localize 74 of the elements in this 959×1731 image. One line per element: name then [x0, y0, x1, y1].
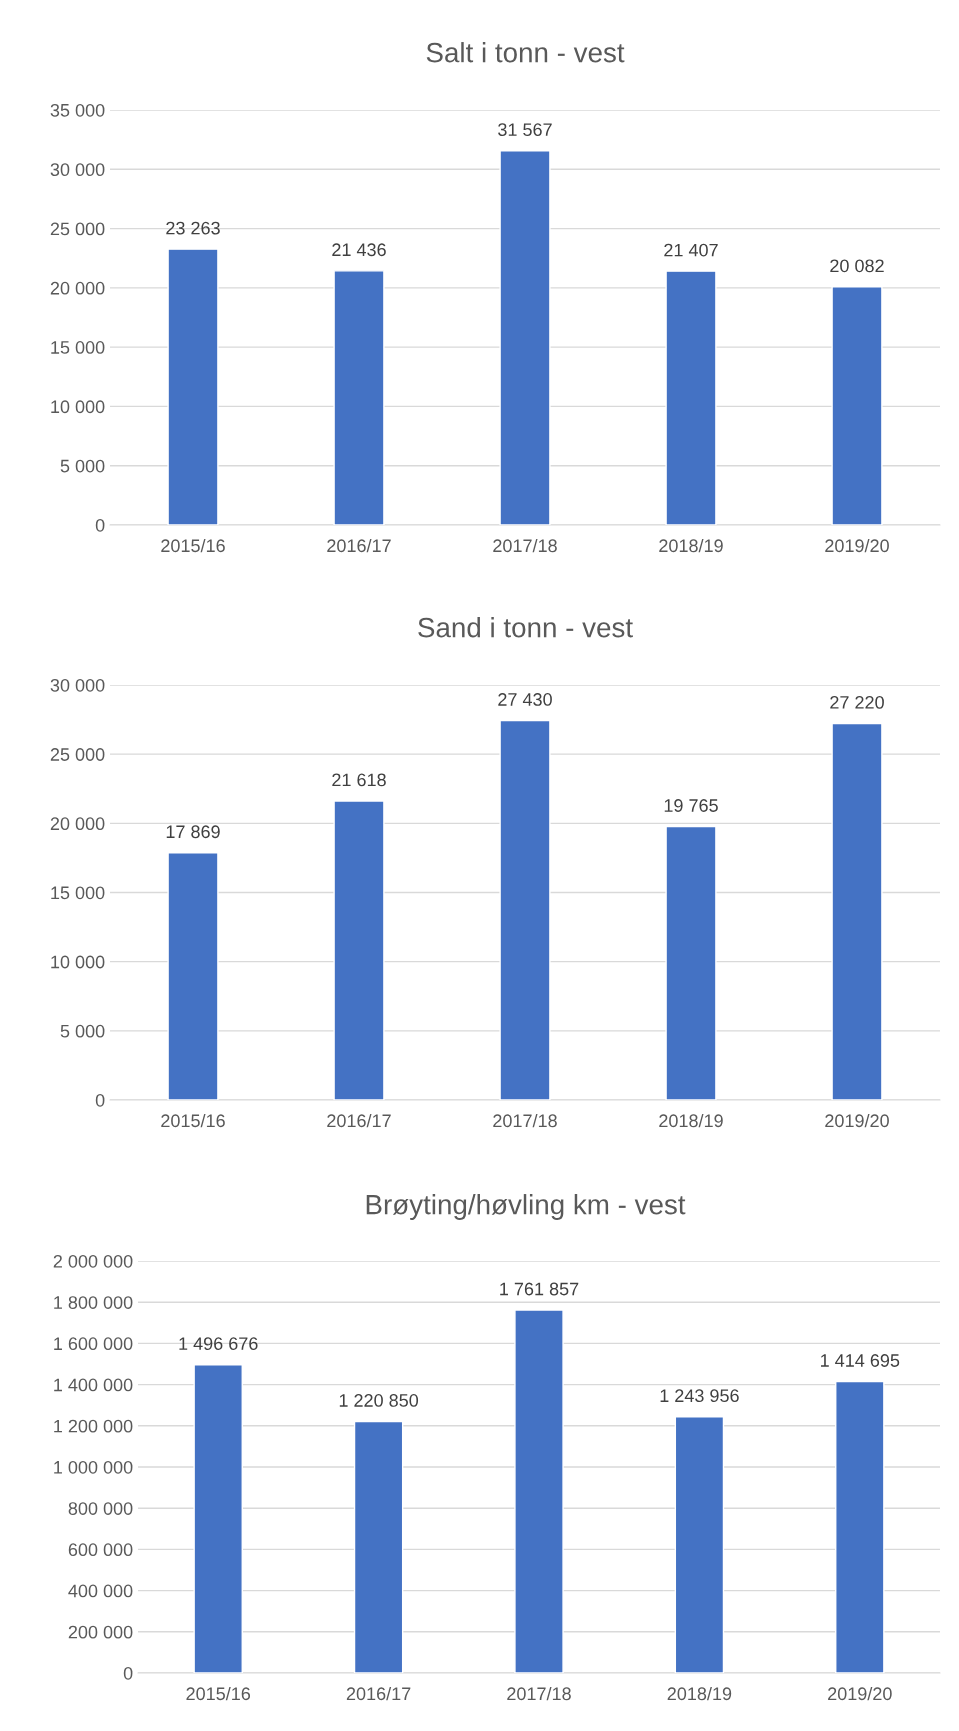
x-tick-label: 2016/17 [327, 1113, 391, 1128]
chart-title: Salt i tonn - vest [426, 42, 625, 63]
data-label: 21 436 [332, 243, 386, 257]
data-label: 27 220 [830, 695, 884, 709]
bar [167, 852, 219, 1100]
y-tick-label: 5 000 [60, 1024, 105, 1038]
data-label: 1 761 857 [500, 1282, 579, 1296]
data-label: 1 496 676 [179, 1337, 258, 1350]
bar [674, 1416, 725, 1673]
y-tick-label: 800 000 [68, 1502, 133, 1515]
data-label: 21 407 [664, 243, 718, 257]
y-tick-label: 30 000 [50, 678, 105, 692]
y-tick-label: 30 000 [50, 163, 105, 177]
y-tick-label: 20 000 [50, 817, 105, 831]
bar [831, 722, 883, 1100]
y-tick-label: 20 000 [50, 281, 105, 295]
y-tick-label: 0 [95, 1093, 105, 1107]
y-tick-label: 1 800 000 [54, 1296, 133, 1309]
data-label: 27 430 [498, 693, 552, 706]
bar [831, 286, 883, 525]
bar [499, 719, 551, 1100]
x-tick-label: 2016/17 [346, 1686, 411, 1701]
y-tick-label: 600 000 [68, 1543, 133, 1557]
x-tick-label: 2015/16 [161, 538, 225, 553]
bar [499, 150, 551, 525]
x-tick-label: 2017/18 [507, 1686, 571, 1701]
y-tick-label: 200 000 [68, 1625, 133, 1639]
bar [193, 1363, 243, 1673]
data-label: 17 869 [166, 825, 220, 839]
y-tick-label: 1 200 000 [54, 1419, 133, 1433]
bar [835, 1380, 885, 1673]
y-tick-label: 25 000 [50, 748, 105, 761]
x-tick-label: 2019/20 [825, 1113, 889, 1128]
bar [665, 270, 717, 525]
y-tick-label: 35 000 [50, 103, 105, 117]
y-tick-label: 1 000 000 [54, 1460, 133, 1474]
data-label: 20 082 [830, 259, 884, 273]
x-tick-label: 2016/17 [327, 538, 391, 553]
x-tick-label: 2018/19 [659, 538, 723, 553]
chart-title: Brøyting/høvling km - vest [366, 1194, 686, 1220]
bar [353, 1420, 404, 1673]
chart-title: Sand i tonn - vest [418, 617, 633, 638]
data-label: 1 243 956 [660, 1389, 739, 1403]
bar [333, 800, 385, 1100]
data-label: 1 414 695 [821, 1354, 900, 1367]
bar [167, 248, 219, 525]
y-tick-label: 10 000 [51, 400, 105, 414]
y-tick-label: 0 [123, 1666, 133, 1680]
y-tick-label: 25 000 [50, 222, 105, 236]
x-tick-label: 2015/16 [186, 1686, 251, 1701]
y-tick-label: 15 000 [51, 886, 105, 900]
x-tick-label: 2015/16 [161, 1113, 225, 1128]
x-tick-label: 2019/20 [825, 538, 889, 553]
data-label: 31 567 [498, 123, 552, 137]
x-tick-label: 2017/18 [493, 538, 557, 553]
y-tick-label: 400 000 [68, 1584, 133, 1598]
data-label: 19 765 [664, 799, 718, 812]
y-tick-label: 1 400 000 [54, 1378, 133, 1392]
data-label: 23 263 [166, 221, 220, 235]
y-tick-label: 1 600 000 [54, 1337, 133, 1351]
bar [514, 1309, 564, 1673]
y-tick-label: 10 000 [51, 955, 105, 969]
y-tick-label: 0 [95, 518, 105, 532]
y-tick-label: 15 000 [51, 341, 105, 354]
x-tick-label: 2019/20 [828, 1686, 892, 1701]
data-label: 21 618 [332, 773, 386, 787]
y-tick-label: 5 000 [60, 459, 105, 473]
bar [665, 825, 717, 1100]
data-label: 1 220 850 [339, 1394, 419, 1407]
y-tick-label: 2 000 000 [53, 1254, 133, 1268]
x-tick-label: 2017/18 [493, 1113, 557, 1128]
x-tick-label: 2018/19 [659, 1113, 723, 1128]
bar [333, 270, 385, 525]
x-tick-label: 2018/19 [667, 1686, 732, 1701]
